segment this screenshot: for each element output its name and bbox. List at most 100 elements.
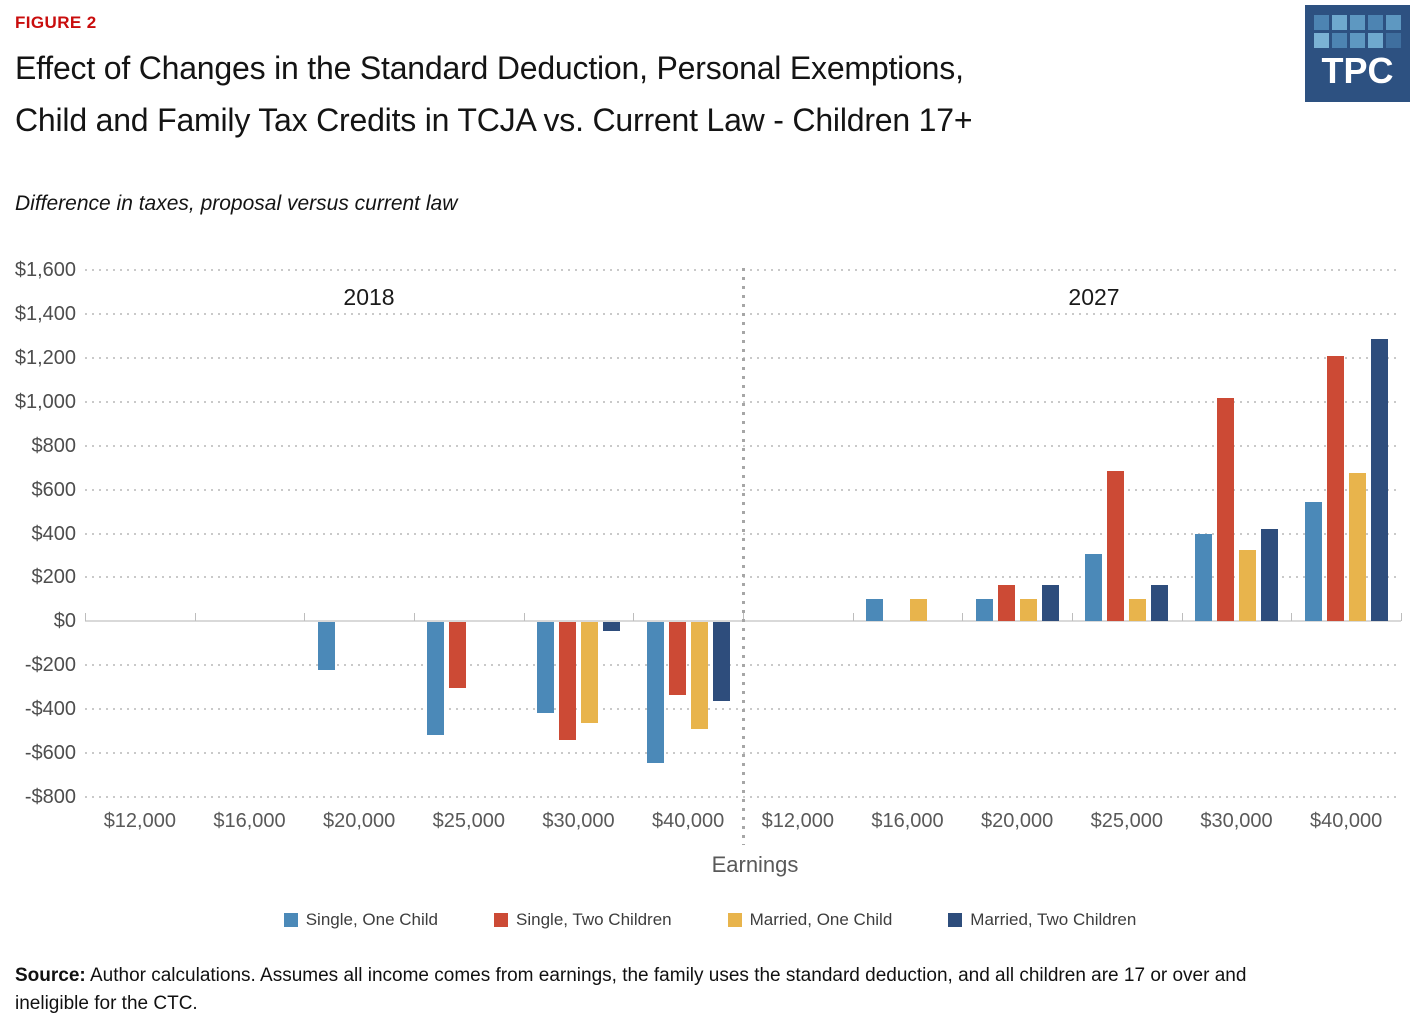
panel-divider xyxy=(742,268,745,845)
x-tick-label: $40,000 xyxy=(652,810,725,832)
logo-tile xyxy=(1386,15,1401,30)
y-tick-label: $0 xyxy=(53,610,76,633)
figure-label: FIGURE 2 xyxy=(15,13,97,32)
x-tick-label: $16,000 xyxy=(213,810,286,832)
axis-tick xyxy=(85,613,86,622)
bar-2027-$40,000-Married, Two Children xyxy=(1370,339,1388,622)
y-tick-label: -$800 xyxy=(24,786,76,808)
bar-2018-$30,000-Single, Two Children xyxy=(559,622,576,740)
logo-mosaic-icon xyxy=(1305,5,1410,48)
legend-label: Married, Two Children xyxy=(970,910,1137,929)
legend-label: Single, Two Children xyxy=(516,910,672,929)
logo-tile xyxy=(1332,15,1347,30)
bar-2018-$40,000-Married, Two Children xyxy=(712,622,730,702)
logo-tile xyxy=(1350,33,1365,48)
source-note: Source: Author calculations. Assumes all… xyxy=(15,962,1315,1018)
x-tick-label: $25,000 xyxy=(1090,810,1163,832)
bar-2027-$20,000-Married, Two Children xyxy=(1041,585,1059,622)
bar-2027-$16,000-Married, One Child xyxy=(910,599,927,622)
bar-2018-$40,000-Single, Two Children xyxy=(668,622,686,695)
bar-2027-$30,000-Married, One Child xyxy=(1239,549,1256,622)
bar-2027-$40,000-Married, One Child xyxy=(1348,473,1366,622)
y-tick-label: $600 xyxy=(31,478,77,501)
logo-tile xyxy=(1332,33,1347,48)
logo-tile xyxy=(1314,15,1329,30)
legend: Single, One Child Single, Two Children Mar… xyxy=(0,910,1420,930)
legend-swatch-icon xyxy=(948,913,963,927)
x-tick-label: $25,000 xyxy=(432,810,505,832)
bar-2018-$25,000-Single, One Child xyxy=(427,622,445,736)
bar-2027-$25,000-Single, Two Children xyxy=(1107,470,1125,622)
source-label: Source: xyxy=(15,965,86,986)
logo-tile xyxy=(1314,33,1329,48)
x-tick-label: $12,000 xyxy=(761,810,834,832)
logo-tile xyxy=(1350,15,1365,30)
x-tick-label: $30,000 xyxy=(542,810,615,832)
source-text: Author calculations. Assumes all income … xyxy=(15,965,1247,1014)
axis-tick xyxy=(414,613,415,622)
y-tick-label: $1,000 xyxy=(14,390,76,413)
y-tick-label: -$600 xyxy=(24,742,76,765)
legend-item: Single, One Child xyxy=(283,910,439,930)
axis-tick xyxy=(523,613,525,622)
bar-2027-$40,000-Single, Two Children xyxy=(1326,355,1344,622)
axis-tick xyxy=(962,613,964,622)
bar-2018-$25,000-Single, Two Children xyxy=(449,622,467,689)
y-tick-label: $400 xyxy=(31,522,77,545)
y-tick-label: $1,600 xyxy=(14,259,76,281)
bar-2018-$30,000-Married, Two Children xyxy=(603,622,620,632)
logo-text: TPC xyxy=(1321,50,1394,91)
panel-label-2027: 2027 xyxy=(1068,284,1120,310)
page-title-line-1: Effect of Changes in the Standard Deduct… xyxy=(15,50,964,86)
y-tick-label: -$400 xyxy=(24,698,76,721)
logo-tile xyxy=(1386,33,1401,48)
bar-2027-$30,000-Married, Two Children xyxy=(1261,529,1278,622)
bar-2027-$25,000-Single, One Child xyxy=(1085,554,1103,622)
x-axis-title: Earnings xyxy=(711,852,799,877)
y-tick-label: $800 xyxy=(31,434,77,457)
axis-tick xyxy=(852,613,854,622)
y-axis-labels: $1,600 $1,400 $1,200 $1,000 $800 $600 $400 $200… xyxy=(0,259,77,808)
legend-item: Married, One Child xyxy=(727,910,893,930)
bar-2018-$20,000-Single, One Child xyxy=(317,622,335,670)
bar-2027-$30,000-Single, One Child xyxy=(1195,533,1212,622)
panel-label-2018: 2018 xyxy=(343,284,395,310)
legend-item: Married, Two Children xyxy=(948,910,1136,930)
axis-tick xyxy=(194,613,196,622)
x-tick-label: $12,000 xyxy=(103,810,176,832)
legend-swatch-icon xyxy=(283,913,298,927)
logo-tile xyxy=(1368,15,1383,30)
bar-2027-$30,000-Single, Two Children xyxy=(1217,398,1234,622)
tpc-logo: TPC xyxy=(1305,5,1410,102)
y-tick-label: $200 xyxy=(31,566,77,589)
legend-label: Single, One Child xyxy=(305,910,439,929)
y-tick-label: $1,200 xyxy=(14,346,76,369)
legend-label: Married, One Child xyxy=(749,910,893,929)
x-tick-label: $20,000 xyxy=(981,810,1054,832)
x-tick-label: $40,000 xyxy=(1310,810,1383,832)
axis-tick xyxy=(304,613,306,622)
y-tick-label: -$200 xyxy=(24,654,76,677)
page-title-line-2: Child and Family Tax Credits in TCJA vs.… xyxy=(15,102,973,138)
y-tick-label: $1,400 xyxy=(14,302,76,325)
bar-2027-$25,000-Married, Two Children xyxy=(1151,585,1169,622)
axis-tick xyxy=(1072,613,1073,622)
x-tick-label: $30,000 xyxy=(1200,810,1273,832)
axis-tick xyxy=(633,613,635,622)
bar-2018-$40,000-Married, One Child xyxy=(690,622,708,729)
legend-swatch-icon xyxy=(494,913,509,927)
chart-subtitle: Difference in taxes, proposal versus cur… xyxy=(15,192,458,215)
logo-tile xyxy=(1368,33,1383,48)
legend-swatch-icon xyxy=(727,913,742,927)
bar-2027-$20,000-Single, One Child xyxy=(975,599,993,622)
bar-2027-$25,000-Married, One Child xyxy=(1129,599,1147,622)
bar-2018-$30,000-Single, One Child xyxy=(537,622,554,714)
legend-item: Single, Two Children xyxy=(494,910,672,930)
plot-area: 2018 $12,000 $16,000 $20,000 $25,000 $30,000 $… xyxy=(85,268,1402,845)
bar-2027-$16,000-Single, One Child xyxy=(866,599,883,622)
bar-2027-$20,000-Single, Two Children xyxy=(997,585,1015,622)
bar-2018-$30,000-Married, One Child xyxy=(581,622,598,724)
axis-tick xyxy=(1181,613,1183,622)
x-tick-label: $16,000 xyxy=(871,810,944,832)
